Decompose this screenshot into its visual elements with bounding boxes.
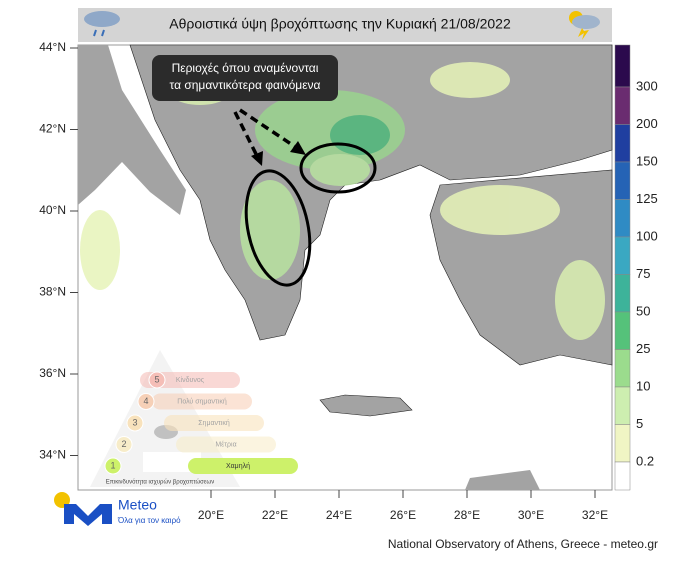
risk-badge	[126, 414, 144, 432]
colorbar-swatch	[614, 311, 631, 350]
highlight-ellipse	[244, 169, 312, 287]
colorbar-label: 200	[636, 116, 658, 131]
weather-icon	[84, 11, 120, 37]
axes: 44°N 42°N 40°N 38°N 36°N 34°N 20°E 22°E 24°E 26°E…	[39, 40, 608, 522]
map: Περιοχές όπου αναμένονται τα σημαντικότε…	[77, 44, 613, 491]
rain-field	[80, 55, 605, 340]
risk-bar	[140, 372, 240, 388]
colorbar-label: 10	[636, 378, 650, 393]
risk-number: 1	[110, 460, 115, 470]
colorbar-swatch	[614, 461, 631, 491]
risk-number: 2	[121, 439, 126, 449]
risk-badge	[104, 457, 122, 475]
risk-label: Κίνδυνος	[176, 376, 205, 384]
colorbar-swatch	[614, 236, 631, 275]
storm-icon	[569, 11, 600, 40]
risk-badge	[137, 393, 155, 410]
colorbar-label: 5	[636, 416, 643, 431]
lat-label: 40°N	[39, 203, 66, 217]
risk-label: Μέτρια	[215, 440, 236, 448]
colorbar-label: 75	[636, 266, 650, 281]
risk-scale: Επικινδυνότητα ισχυρών βροχοπτώσεων 5 Κίν…	[90, 350, 298, 487]
annotation-text: τα σημαντικότερα φαινόμενα	[170, 78, 321, 92]
colorbar-swatch	[614, 424, 631, 463]
risk-caption: Επικινδυνότητα ισχυρών βροχοπτώσεων	[106, 479, 215, 486]
colorbar-label: 25	[636, 341, 650, 356]
colorbar-swatch	[614, 124, 631, 163]
logo-mark	[64, 504, 112, 526]
colorbar-swatch	[614, 274, 631, 313]
lon-label: 24°E	[326, 508, 352, 522]
colorbar-label: 100	[636, 228, 658, 243]
land-italy	[78, 45, 186, 215]
risk-number: 3	[132, 417, 137, 427]
lat-label: 36°N	[39, 366, 66, 380]
lat-label: 42°N	[39, 122, 66, 136]
lon-label: 32°E	[582, 508, 608, 522]
pyramid	[90, 350, 240, 487]
risk-badge	[115, 436, 133, 453]
lat-label: 44°N	[39, 40, 66, 54]
risk-bar	[152, 393, 252, 410]
lon-label: 22°E	[262, 508, 288, 522]
risk-bar	[164, 415, 264, 431]
colorbar-swatch	[614, 44, 631, 88]
title-bar	[78, 8, 612, 42]
colorbar-label: 150	[636, 153, 658, 168]
logo-tagline: Όλα για τον καιρό	[117, 516, 181, 525]
colorbar-swatch	[614, 349, 631, 388]
risk-number: 5	[154, 374, 159, 384]
colorbar-label: 300	[636, 78, 658, 93]
mini-logo	[143, 452, 201, 472]
arrow	[233, 111, 260, 159]
colorbar-swatch	[614, 386, 631, 425]
risk-badge	[148, 371, 166, 389]
land-crete	[319, 394, 413, 417]
risk-label: Χαμηλή	[226, 463, 250, 470]
lon-label: 26°E	[390, 508, 416, 522]
logo-name: Meteo	[118, 497, 157, 513]
colorbar-swatch	[614, 199, 631, 238]
colorbar-swatch	[614, 86, 631, 125]
lat-label: 38°N	[39, 285, 66, 299]
land-south	[465, 470, 540, 490]
lon-label: 20°E	[198, 508, 224, 522]
logo: Meteo Όλα για τον καιρό	[54, 492, 181, 526]
colorbar-swatch	[614, 161, 631, 200]
colorbar-label: 50	[636, 303, 650, 318]
risk-label: Πολύ σημαντική	[177, 397, 227, 405]
annotation-text: Περιοχές όπου αναμένονται	[172, 61, 319, 75]
arrow-head	[290, 141, 306, 155]
lon-label: 30°E	[518, 508, 544, 522]
title: Αθροιστικά ύψη βροχόπτωσης την Κυριακή 2…	[169, 16, 511, 32]
annotation-box	[152, 55, 338, 101]
lat-label: 34°N	[39, 448, 66, 462]
risk-label: Σημαντική	[198, 420, 230, 427]
risk-number: 4	[143, 396, 148, 406]
lon-label: 28°E	[454, 508, 480, 522]
risk-bar	[188, 458, 298, 474]
arrow-head	[251, 151, 263, 166]
footer: National Observatory of Athens, Greece -…	[388, 537, 658, 551]
risk-bar	[176, 436, 276, 453]
colorbar-label: 125	[636, 191, 658, 206]
highlight-ellipse	[299, 142, 377, 194]
colorbar: 300 200 150 125 100 75 50 25 10 5 0.2	[614, 44, 658, 491]
colorbar-label: 0.2	[636, 453, 654, 468]
